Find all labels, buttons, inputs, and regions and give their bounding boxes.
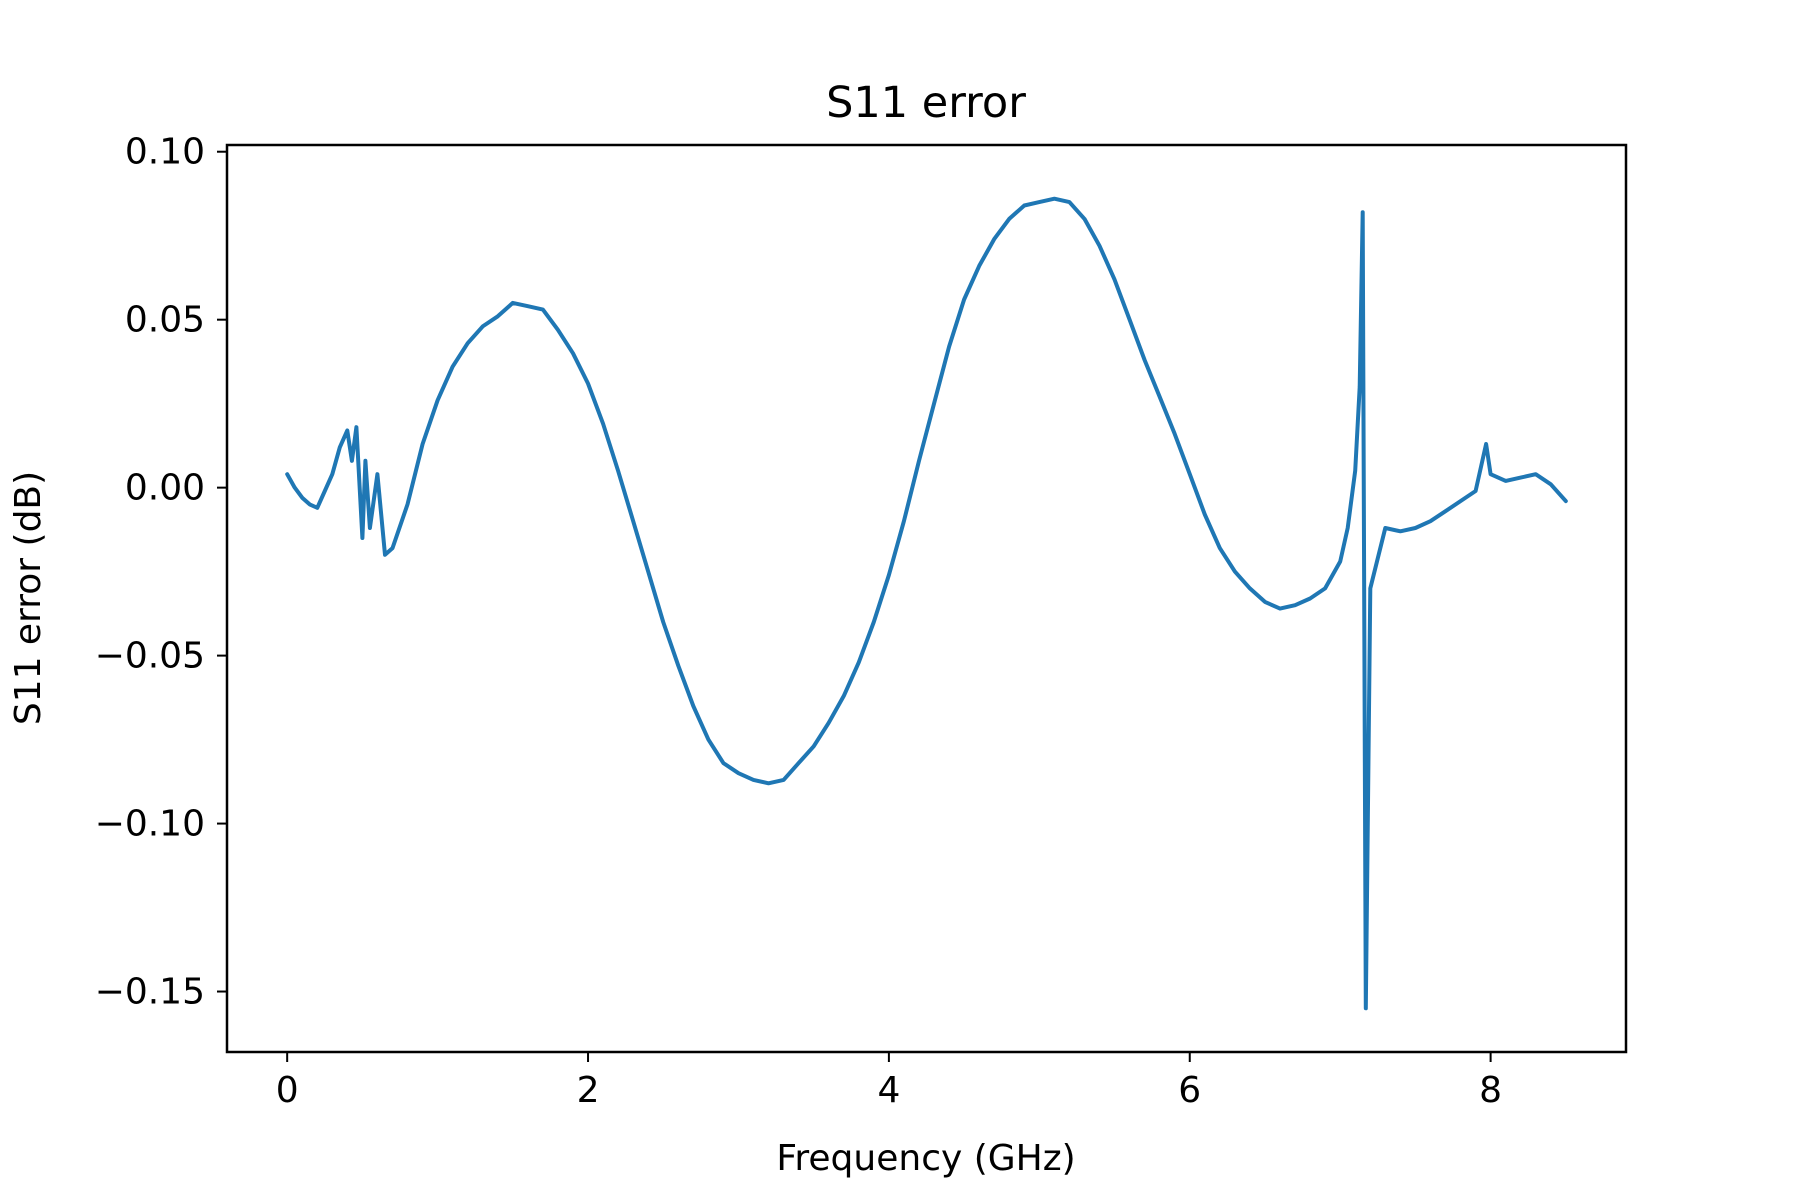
plot-area: [225, 143, 1628, 1054]
x-tick-label: 4: [877, 1070, 900, 1111]
plot-frame: [225, 143, 1628, 1054]
x-tick-label: 6: [1178, 1070, 1201, 1111]
x-tick-label: 8: [1479, 1070, 1502, 1111]
y-axis-title: S11 error (dB): [8, 471, 49, 725]
y-tick-label: −0.15: [95, 972, 205, 1013]
x-tick-label: 0: [276, 1070, 299, 1111]
series-line: [285, 196, 1568, 1011]
x-axis-title: Frequency (GHz): [776, 1138, 1075, 1179]
y-tick-label: −0.10: [95, 804, 205, 845]
y-tick-label: 0.05: [125, 300, 205, 341]
y-tick-label: 0.10: [125, 132, 205, 173]
y-tick-label: −0.05: [95, 636, 205, 677]
y-tick-label: 0.00: [125, 468, 205, 509]
y-axis: 0.10 0.05 0.00 −0.05 −0.10 −0.15: [95, 132, 227, 1013]
x-tick-label: 2: [577, 1070, 600, 1111]
chart-title: S11 error: [826, 78, 1026, 128]
x-axis: 0 2 4 6 8: [276, 1052, 1502, 1111]
